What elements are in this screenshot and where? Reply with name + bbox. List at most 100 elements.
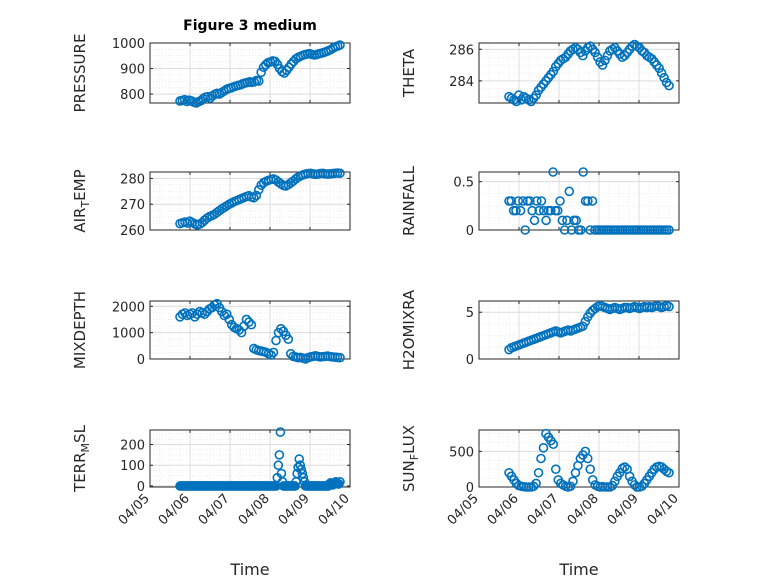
data-point bbox=[566, 225, 577, 235]
data-point bbox=[515, 205, 526, 216]
data-point bbox=[198, 93, 208, 104]
data-point bbox=[246, 319, 257, 330]
y-tick-label: 900 bbox=[120, 63, 145, 78]
data-point bbox=[290, 481, 300, 491]
data-point bbox=[597, 60, 608, 70]
data-point bbox=[659, 72, 669, 83]
data-point bbox=[548, 66, 559, 77]
data-point bbox=[266, 350, 276, 360]
data-point bbox=[538, 443, 549, 453]
data-point bbox=[224, 314, 235, 325]
data-point bbox=[528, 481, 539, 492]
y-tick-label: 100 bbox=[120, 459, 145, 474]
data-point bbox=[576, 225, 586, 235]
x-axis-label: Time bbox=[558, 560, 598, 579]
data-point bbox=[582, 453, 593, 464]
axes-box bbox=[149, 171, 351, 231]
data-point bbox=[525, 196, 535, 206]
data-point bbox=[511, 96, 522, 107]
data-point bbox=[241, 314, 252, 325]
data-point bbox=[624, 471, 635, 482]
data-point bbox=[580, 316, 591, 327]
axes-box bbox=[149, 42, 351, 104]
data-point bbox=[568, 476, 578, 487]
data-point bbox=[244, 317, 254, 327]
data-point bbox=[254, 76, 264, 86]
y-tick-label: 284 bbox=[449, 75, 474, 90]
axes-box bbox=[478, 171, 680, 231]
y-axis-label-subscript: M bbox=[79, 443, 92, 453]
data-point bbox=[504, 344, 514, 355]
data-point bbox=[249, 192, 259, 203]
data-point bbox=[335, 40, 345, 50]
y-tick-label: 286 bbox=[449, 43, 474, 58]
data-point bbox=[221, 309, 232, 319]
data-point bbox=[290, 174, 301, 184]
y-tick-label: 500 bbox=[449, 445, 474, 460]
data-point bbox=[179, 94, 190, 105]
data-point bbox=[587, 196, 598, 206]
y-axis-label-subscript: T bbox=[79, 201, 92, 209]
data-point bbox=[602, 50, 613, 61]
x-tick-label: 04/07 bbox=[196, 491, 233, 528]
x-tick-label: 04/08 bbox=[565, 491, 602, 528]
y-tick-label: 0 bbox=[466, 224, 474, 239]
data-point bbox=[274, 450, 285, 460]
subplot-theta: 284 286 THETA bbox=[400, 39, 680, 107]
y-axis-label: MIXDEPTH bbox=[71, 291, 89, 369]
data-point bbox=[335, 168, 345, 179]
y-axis-label: AIRTEMP bbox=[71, 169, 92, 232]
axes-box bbox=[478, 429, 680, 488]
axes-box bbox=[149, 300, 351, 360]
y-tick-label: 0 bbox=[466, 353, 474, 368]
data-point bbox=[585, 225, 595, 235]
data-point bbox=[552, 205, 563, 216]
y-tick-label: 200 bbox=[120, 439, 145, 454]
data-point bbox=[654, 63, 664, 74]
data-point bbox=[590, 47, 600, 58]
x-tick-label: 04/05 bbox=[116, 491, 153, 528]
data-point bbox=[335, 477, 345, 487]
data-point bbox=[664, 225, 674, 235]
data-point bbox=[283, 334, 294, 345]
data-point bbox=[585, 464, 596, 474]
axes-box bbox=[478, 42, 680, 104]
y-axis-label: H2OMIXRA bbox=[400, 289, 418, 370]
data-point bbox=[583, 196, 593, 206]
y-tick-label: 0.5 bbox=[453, 176, 474, 191]
data-point bbox=[578, 167, 589, 177]
x-tick-label: 04/10 bbox=[645, 491, 682, 528]
y-axis-label: THETA bbox=[400, 48, 418, 98]
x-tick-label: 04/09 bbox=[276, 491, 313, 528]
y-axis-label-subscript: F bbox=[408, 454, 421, 460]
data-point bbox=[276, 323, 286, 334]
data-point bbox=[335, 352, 345, 363]
data-point bbox=[536, 453, 546, 464]
data-point bbox=[619, 462, 630, 472]
data-point bbox=[253, 184, 264, 195]
data-point bbox=[531, 478, 541, 489]
data-point bbox=[555, 196, 565, 206]
subplot-h2omixra: 0 5 H2OMIXRA bbox=[400, 289, 680, 370]
data-point bbox=[189, 312, 200, 322]
data-point bbox=[531, 90, 541, 100]
data-point bbox=[279, 68, 290, 78]
data-point bbox=[656, 68, 667, 78]
x-tick-label: 04/06 bbox=[156, 491, 193, 528]
data-point bbox=[513, 196, 524, 206]
subplot-pressure: 800 900 1000 PRESSURE Figure 3 medium bbox=[71, 18, 351, 112]
data-point bbox=[637, 481, 647, 492]
data-point bbox=[578, 321, 588, 332]
data-point bbox=[600, 55, 610, 66]
data-point bbox=[520, 225, 531, 235]
data-point bbox=[587, 475, 598, 485]
x-tick-label: 04/05 bbox=[445, 491, 482, 528]
y-tick-label: 0 bbox=[137, 480, 145, 495]
data-point bbox=[578, 50, 588, 61]
y-axis-label: SUNFLUX bbox=[400, 425, 421, 492]
data-point bbox=[664, 80, 674, 91]
data-point bbox=[294, 454, 305, 464]
y-axis-label-tail: SL bbox=[71, 424, 89, 443]
data-point bbox=[251, 190, 262, 201]
